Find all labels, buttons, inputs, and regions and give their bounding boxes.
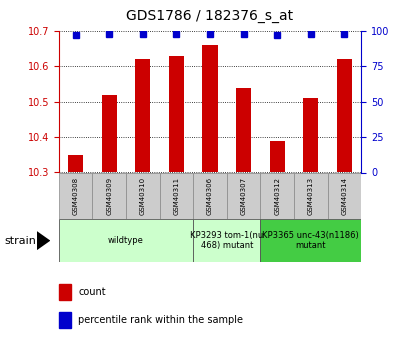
Bar (126, 172, 160, 219)
Bar (193, 172, 227, 219)
Bar (236, 88, 251, 172)
Text: GSM40309: GSM40309 (106, 177, 112, 215)
Text: GSM40307: GSM40307 (241, 177, 247, 215)
Text: GSM40311: GSM40311 (173, 177, 179, 215)
Text: strain: strain (4, 236, 36, 246)
Bar (303, 98, 318, 172)
Bar (169, 56, 184, 172)
Bar (160, 172, 193, 219)
Bar (59, 172, 92, 219)
Bar (202, 45, 218, 172)
Bar (260, 172, 294, 219)
Text: GSM40310: GSM40310 (140, 177, 146, 215)
Text: wildtype: wildtype (108, 236, 144, 245)
Text: GSM40306: GSM40306 (207, 177, 213, 215)
Bar (227, 172, 260, 219)
Bar (193, 219, 260, 262)
Text: percentile rank within the sample: percentile rank within the sample (79, 315, 244, 325)
Text: GSM40308: GSM40308 (73, 177, 79, 215)
Bar (59, 312, 71, 328)
Polygon shape (37, 231, 50, 250)
Text: GSM40313: GSM40313 (308, 177, 314, 215)
Text: GDS1786 / 182376_s_at: GDS1786 / 182376_s_at (126, 9, 294, 23)
Bar (92, 172, 126, 219)
Bar (135, 59, 150, 172)
Bar (102, 95, 117, 172)
Bar (260, 219, 361, 262)
Bar (59, 284, 71, 300)
Bar (337, 59, 352, 172)
Text: GSM40312: GSM40312 (274, 177, 280, 215)
Bar (270, 141, 285, 172)
Bar (328, 172, 361, 219)
Bar (294, 172, 328, 219)
Text: count: count (79, 287, 106, 297)
Bar (68, 155, 83, 172)
Text: KP3365 unc-43(n1186)
mutant: KP3365 unc-43(n1186) mutant (262, 231, 359, 250)
Bar (59, 219, 193, 262)
Text: GSM40314: GSM40314 (341, 177, 347, 215)
Text: KP3293 tom-1(nu
468) mutant: KP3293 tom-1(nu 468) mutant (190, 231, 263, 250)
